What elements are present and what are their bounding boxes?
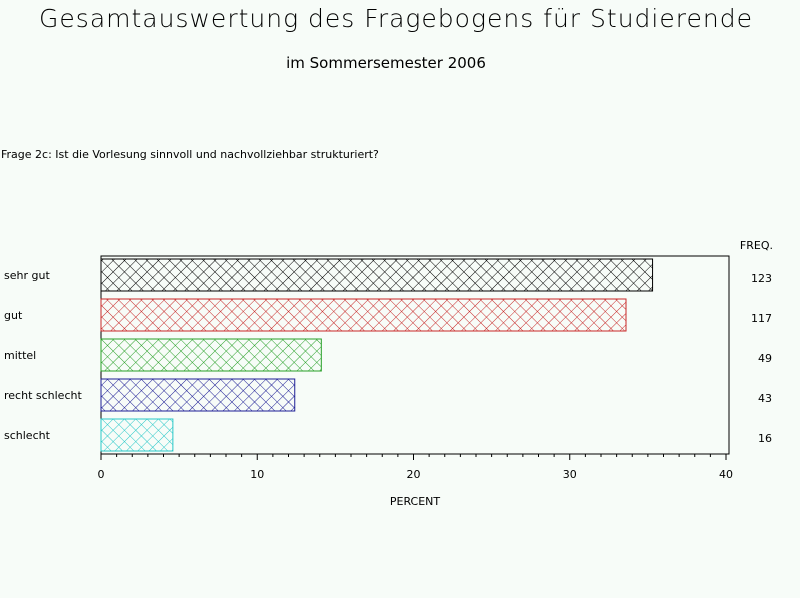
bar-sehr-gut <box>100 258 654 292</box>
bar-schlecht <box>100 418 174 452</box>
freq-value: 16 <box>758 432 772 445</box>
category-label: recht schlecht <box>4 389 82 402</box>
freq-value: 49 <box>758 352 772 365</box>
x-tick-label: 10 <box>250 468 264 481</box>
x-tick-label: 20 <box>407 468 421 481</box>
x-tick-label: 0 <box>98 468 105 481</box>
category-label: mittel <box>4 349 36 362</box>
question-text: Frage 2c: Ist die Vorlesung sinnvoll und… <box>1 148 379 161</box>
freq-value: 117 <box>751 312 772 325</box>
x-tick-label: 40 <box>719 468 733 481</box>
freq-value: 123 <box>751 272 772 285</box>
bar-gut <box>100 298 627 332</box>
category-label: schlecht <box>4 429 51 442</box>
chart-subtitle: im Sommersemester 2006 <box>286 54 486 72</box>
category-label: sehr gut <box>4 269 50 282</box>
bar-recht-schlecht <box>100 378 296 412</box>
bar-mittel <box>100 338 322 372</box>
freq-header: FREQ. <box>740 239 773 252</box>
x-axis-label: PERCENT <box>390 495 441 508</box>
x-tick-label: 30 <box>563 468 577 481</box>
freq-value: 43 <box>758 392 772 405</box>
category-label: gut <box>4 309 23 322</box>
chart-title: Gesamtauswertung des Fragebogens für Stu… <box>39 4 753 33</box>
